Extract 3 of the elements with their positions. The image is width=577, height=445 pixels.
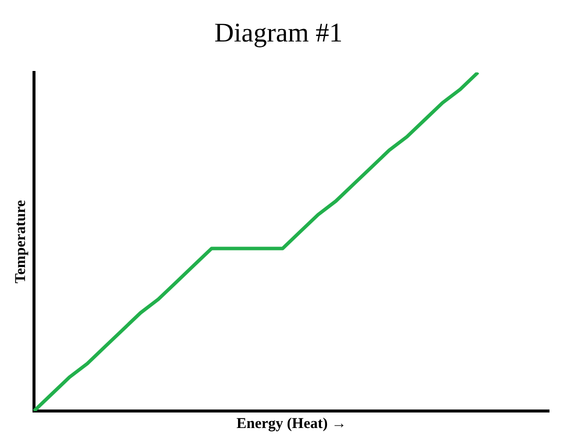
x-axis-title: Energy (Heat) → [236,416,346,432]
chart-title: Diagram #1 [214,17,343,48]
y-axis-title: Temperature [12,200,29,284]
